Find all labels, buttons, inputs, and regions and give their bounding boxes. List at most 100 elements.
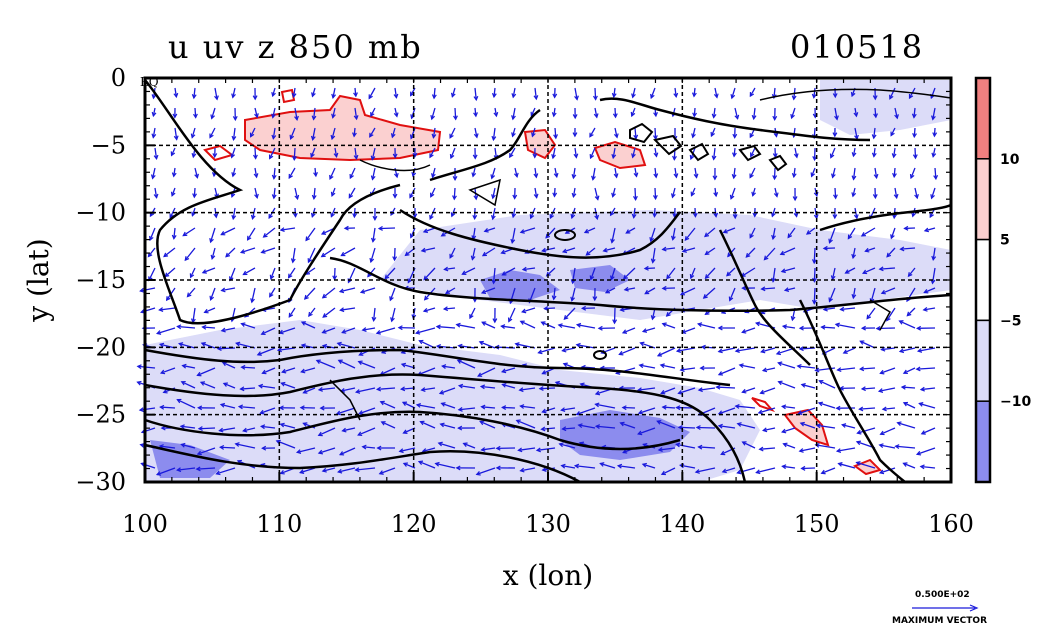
y-tick-label: −5 [91, 131, 126, 159]
colorbar-band [975, 158, 991, 241]
wind-vector-head [589, 153, 595, 160]
wind-vector-head [491, 194, 496, 200]
wind-vector [592, 167, 596, 180]
wind-vector [474, 107, 477, 117]
wind-vector [511, 227, 516, 243]
wind-vector-head [931, 255, 937, 262]
wind-vector [431, 167, 436, 178]
wind-vector-head [741, 388, 747, 394]
wind-vector-head [712, 175, 718, 181]
wind-vector-head [541, 467, 547, 472]
wind-vector-head [919, 464, 925, 470]
wind-vector [391, 127, 396, 138]
wind-vector-head [851, 192, 857, 198]
wind-vector [561, 465, 576, 469]
wind-vector [177, 467, 196, 471]
wind-vector [409, 187, 416, 198]
wind-vector-head [570, 279, 576, 285]
wind-vector-head [384, 274, 390, 280]
wind-vector-head [358, 410, 364, 415]
wind-vector [563, 307, 576, 320]
wind-vector-head [894, 444, 900, 449]
wind-vector [154, 187, 158, 198]
wind-vector [192, 307, 196, 323]
wind-vector-head [450, 92, 456, 98]
wind-vector-head [761, 367, 768, 373]
wind-vector-head [171, 234, 177, 240]
wind-vector-head [230, 153, 236, 159]
wind-vector-head [170, 151, 176, 157]
wind-vector [762, 367, 776, 372]
wind-vector [174, 127, 178, 140]
wind-vector-head [239, 386, 245, 392]
wind-vector [544, 307, 556, 310]
wind-vector-head [790, 113, 795, 120]
wind-vector-head [751, 114, 757, 121]
wind-vector [801, 383, 816, 389]
wind-vector [181, 381, 196, 389]
wind-vector [680, 367, 696, 371]
wind-vector-head [711, 155, 717, 161]
wind-vector-head [260, 249, 266, 254]
wind-vector [553, 187, 556, 197]
wind-vector-head [509, 153, 514, 159]
date-label: 010518 [790, 28, 924, 66]
wind-vector [860, 367, 876, 370]
wind-vector [828, 287, 836, 302]
wind-vector-head [681, 248, 687, 253]
wind-vector [259, 385, 276, 389]
wind-vector-head [575, 322, 582, 328]
wind-vector-head [689, 274, 695, 280]
wind-vector [642, 463, 656, 469]
wind-vector-head [400, 362, 407, 368]
wind-vector [794, 147, 798, 158]
wind-vector-head [752, 212, 758, 218]
wind-vector [799, 447, 816, 452]
wind-vector [191, 207, 196, 216]
colorbar-band [975, 77, 991, 160]
wind-vector-head [855, 440, 862, 446]
wind-vector-head [762, 427, 768, 433]
wind-vector-head [252, 154, 258, 160]
wind-vector-head [196, 371, 202, 377]
wind-vector [680, 287, 696, 296]
wind-vector-head [561, 347, 567, 353]
wind-vector-head [165, 296, 171, 302]
wind-vector [272, 127, 276, 139]
wind-vector-head [313, 172, 318, 178]
wind-vector [852, 167, 856, 180]
wind-vector-head [896, 421, 902, 427]
wind-vector-head [390, 317, 395, 323]
wind-vector-head [279, 422, 285, 428]
wind-vector-head [621, 405, 627, 411]
wind-vector-head [452, 195, 457, 201]
wind-vector [442, 365, 456, 369]
wind-vector-head [404, 251, 410, 257]
wind-vector [842, 424, 856, 429]
wind-vector-head [760, 286, 766, 292]
wind-vector-head [728, 296, 734, 302]
wind-vector-head [653, 152, 659, 158]
wind-vector-head [889, 94, 894, 100]
wind-vector [671, 187, 676, 198]
wind-vector-head [727, 252, 732, 258]
wind-vector [886, 307, 896, 321]
wind-vector [782, 427, 796, 433]
wind-vector-head [860, 386, 866, 392]
wind-vector [662, 406, 676, 409]
wind-vector-head [902, 462, 908, 467]
wind-vector-head [694, 469, 700, 474]
wind-vector-head [643, 265, 649, 271]
wind-vector-head [777, 380, 783, 386]
wind-vector [821, 326, 836, 329]
wind-vector-head [799, 421, 805, 427]
wind-vector [421, 247, 436, 252]
wind-vector [676, 443, 696, 449]
wind-vector-head [814, 367, 820, 373]
wind-vector-head [444, 289, 451, 294]
wind-vector-head [666, 274, 671, 280]
wind-vector-head [771, 93, 777, 100]
contour-line-1 [144, 79, 401, 325]
wind-vector-head [457, 407, 463, 412]
wind-vector-head [472, 297, 478, 303]
